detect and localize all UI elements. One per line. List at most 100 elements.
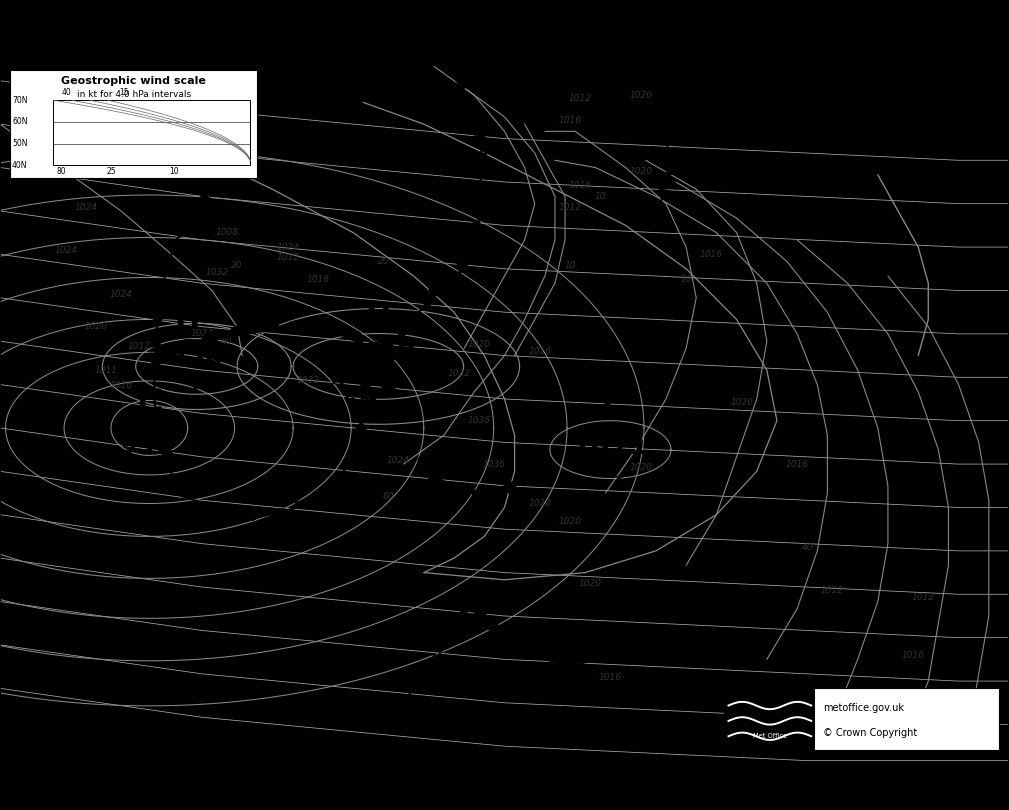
- Polygon shape: [443, 640, 452, 648]
- Text: 1020: 1020: [579, 579, 601, 588]
- Text: Met Office: Met Office: [753, 733, 787, 740]
- Polygon shape: [182, 125, 193, 134]
- Bar: [724, 688, 999, 750]
- Text: Forecast chart (T+24) valid 12 UTC SAT 21 SEP 2024: Forecast chart (T+24) valid 12 UTC SAT 2…: [15, 61, 272, 70]
- Polygon shape: [461, 612, 470, 619]
- Text: 1020: 1020: [85, 322, 107, 331]
- Text: 1028: 1028: [529, 499, 551, 509]
- Polygon shape: [170, 109, 180, 117]
- Wedge shape: [469, 605, 486, 620]
- Wedge shape: [342, 330, 363, 345]
- Text: 1011: 1011: [95, 365, 117, 374]
- Polygon shape: [157, 281, 170, 289]
- Text: 1012: 1012: [569, 94, 591, 104]
- Text: 1032: 1032: [448, 369, 470, 378]
- Text: 1016: 1016: [569, 181, 591, 190]
- Text: 1016: 1016: [599, 673, 622, 682]
- Wedge shape: [556, 654, 578, 663]
- Polygon shape: [374, 359, 383, 367]
- Polygon shape: [201, 195, 212, 204]
- Text: 1024: 1024: [387, 456, 410, 465]
- Polygon shape: [476, 153, 487, 160]
- Wedge shape: [447, 484, 465, 496]
- Text: © Crown Copyright: © Crown Copyright: [823, 727, 917, 738]
- Wedge shape: [368, 343, 385, 359]
- Wedge shape: [512, 644, 533, 656]
- Text: 40: 40: [62, 88, 72, 97]
- Polygon shape: [202, 502, 214, 510]
- Wedge shape: [229, 326, 253, 336]
- Wedge shape: [285, 321, 309, 331]
- Polygon shape: [167, 476, 179, 485]
- Polygon shape: [154, 442, 166, 451]
- Text: 15: 15: [119, 88, 129, 97]
- Wedge shape: [202, 331, 226, 343]
- Text: 1016: 1016: [786, 459, 808, 468]
- Text: 1016: 1016: [902, 651, 924, 660]
- Polygon shape: [144, 78, 155, 87]
- Text: L: L: [600, 395, 621, 424]
- Wedge shape: [457, 255, 472, 271]
- Text: 1024: 1024: [110, 290, 132, 299]
- Polygon shape: [647, 87, 657, 94]
- Polygon shape: [471, 240, 482, 247]
- Polygon shape: [473, 187, 484, 195]
- Text: 1012: 1012: [912, 594, 934, 603]
- Polygon shape: [206, 156, 217, 165]
- Wedge shape: [401, 311, 419, 326]
- Text: 1016: 1016: [110, 382, 132, 390]
- Polygon shape: [455, 85, 465, 93]
- Wedge shape: [152, 351, 175, 365]
- Text: 1020: 1020: [559, 518, 581, 526]
- Wedge shape: [580, 653, 601, 663]
- Wedge shape: [418, 454, 432, 468]
- Polygon shape: [413, 683, 422, 690]
- Text: 10: 10: [680, 275, 692, 284]
- Polygon shape: [661, 139, 671, 145]
- Polygon shape: [330, 474, 341, 483]
- Text: 1032: 1032: [206, 268, 228, 277]
- Polygon shape: [330, 375, 342, 383]
- Text: 40N: 40N: [12, 161, 27, 170]
- Text: 10: 10: [594, 192, 606, 201]
- Polygon shape: [469, 118, 480, 126]
- Text: 1016: 1016: [307, 275, 329, 284]
- Polygon shape: [150, 335, 162, 343]
- Wedge shape: [355, 398, 376, 411]
- Text: 1020: 1020: [731, 398, 753, 407]
- Text: 10: 10: [564, 261, 576, 270]
- Text: 1012: 1012: [559, 202, 581, 211]
- Text: 50: 50: [367, 340, 379, 349]
- Polygon shape: [182, 491, 194, 500]
- Text: 20: 20: [231, 261, 243, 270]
- Polygon shape: [179, 228, 190, 237]
- Wedge shape: [472, 490, 491, 499]
- Wedge shape: [384, 360, 398, 377]
- Polygon shape: [148, 371, 160, 379]
- Polygon shape: [151, 425, 163, 433]
- Wedge shape: [377, 342, 394, 356]
- Text: H: H: [174, 305, 200, 334]
- Polygon shape: [226, 509, 238, 518]
- Polygon shape: [659, 190, 669, 197]
- Text: 1024: 1024: [54, 246, 77, 255]
- Polygon shape: [148, 390, 160, 397]
- Text: 1008: 1008: [216, 228, 238, 237]
- Text: 20: 20: [377, 257, 389, 266]
- Polygon shape: [342, 458, 353, 467]
- Polygon shape: [463, 101, 474, 109]
- Bar: [10, 70, 257, 178]
- Wedge shape: [375, 382, 395, 397]
- Wedge shape: [494, 633, 514, 647]
- Text: L: L: [136, 395, 156, 424]
- Text: 1036: 1036: [483, 459, 506, 468]
- Polygon shape: [345, 389, 356, 398]
- Bar: [724, 688, 815, 750]
- Polygon shape: [162, 262, 175, 271]
- Polygon shape: [117, 47, 128, 56]
- Polygon shape: [160, 459, 172, 468]
- Wedge shape: [429, 283, 447, 297]
- Wedge shape: [517, 469, 535, 481]
- Text: 10: 10: [170, 167, 180, 176]
- Polygon shape: [149, 353, 161, 361]
